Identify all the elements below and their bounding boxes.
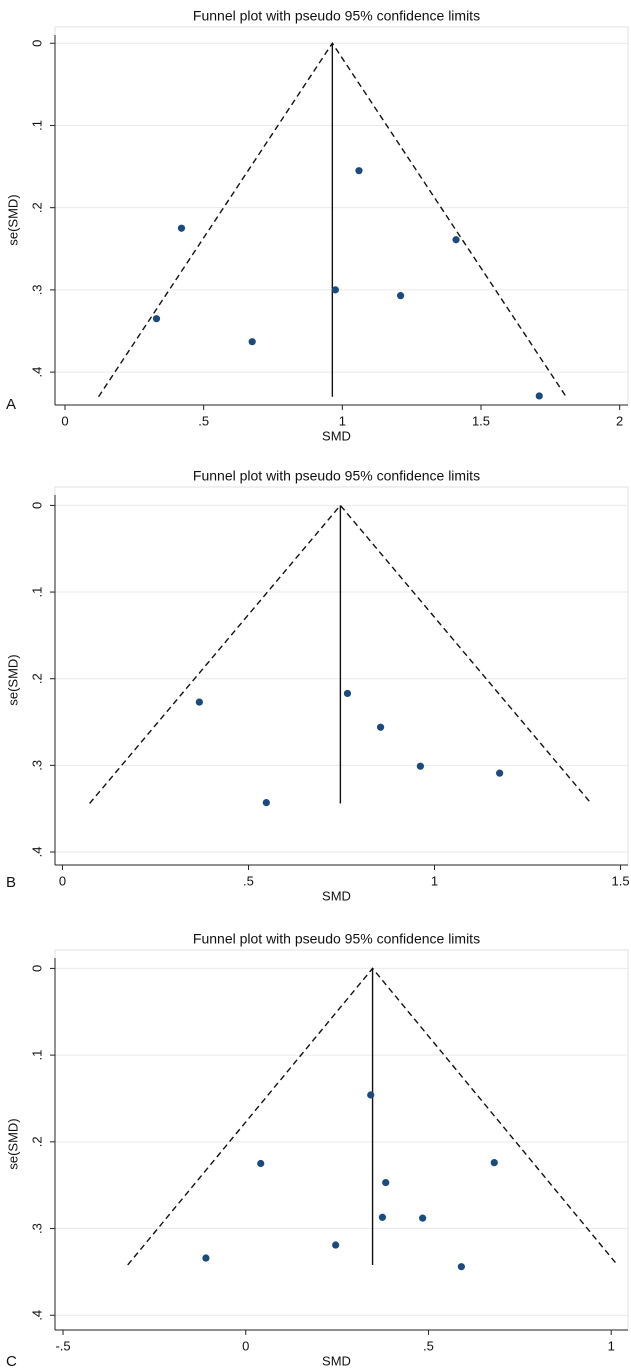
study-point <box>382 1178 390 1187</box>
y-tick-label: .4 <box>29 847 44 858</box>
x-tick-label: 1.5 <box>472 413 490 428</box>
panel-label: A <box>6 396 16 413</box>
y-tick-label: .3 <box>29 1223 44 1234</box>
study-point <box>378 1213 387 1221</box>
study-point <box>419 1214 427 1222</box>
chart-title: Funnel plot with pseudo 95% confidence l… <box>193 931 480 947</box>
x-tick-label: -.5 <box>55 1338 70 1353</box>
study-point <box>248 338 256 346</box>
study-point <box>332 1241 340 1249</box>
confidence-limit <box>97 41 567 398</box>
study-point <box>535 392 543 400</box>
x-tick-label: .5 <box>423 1338 434 1353</box>
y-axis-label: se(SMD) <box>5 194 20 245</box>
x-tick-label: 0 <box>59 873 66 888</box>
y-tick-label: .1 <box>29 587 44 598</box>
y-tick-label: .1 <box>29 1050 44 1061</box>
panel-label: C <box>6 1353 17 1370</box>
x-tick-label: 1.5 <box>612 873 630 888</box>
study-point <box>490 1159 498 1167</box>
study-point <box>367 1091 375 1099</box>
study-point <box>343 689 352 698</box>
chart-title: Funnel plot with pseudo 95% confidence l… <box>193 8 480 24</box>
study-point <box>452 236 460 244</box>
study-point <box>152 315 161 323</box>
x-axis-label: SMD <box>322 888 351 903</box>
x-axis-label: SMD <box>322 428 351 443</box>
study-point <box>257 1159 265 1168</box>
study-point <box>262 799 270 807</box>
panel-label: B <box>6 874 16 891</box>
y-tick-label: .3 <box>29 760 44 771</box>
study-point <box>416 762 424 770</box>
y-tick-label: .4 <box>29 1310 44 1321</box>
y-tick-label: .2 <box>29 202 44 213</box>
x-tick-label: 1 <box>431 873 438 888</box>
y-tick-label: .4 <box>29 367 44 378</box>
study-point <box>396 292 405 300</box>
y-tick-label: 0 <box>29 40 44 47</box>
chart-title: Funnel plot with pseudo 95% confidence l… <box>193 468 480 484</box>
plot-frame <box>54 26 629 406</box>
y-tick-label: 0 <box>29 965 44 972</box>
plot-frame <box>54 486 629 866</box>
y-tick-label: .2 <box>29 1136 44 1147</box>
study-point <box>355 167 363 175</box>
x-axis-label: SMD <box>322 1353 351 1368</box>
study-point <box>457 1263 465 1271</box>
y-tick-label: .1 <box>29 120 44 131</box>
study-point <box>496 769 504 777</box>
x-tick-label: 1 <box>339 413 346 428</box>
x-tick-label: 1 <box>608 1338 615 1353</box>
study-point <box>202 1254 210 1262</box>
x-tick-label: .5 <box>198 413 209 428</box>
x-tick-label: 0 <box>242 1338 249 1353</box>
y-tick-label: .3 <box>29 284 44 295</box>
x-tick-label: .5 <box>243 873 254 888</box>
study-point <box>376 723 385 731</box>
study-point <box>331 286 339 294</box>
y-tick-label: 0 <box>29 502 44 509</box>
study-point <box>177 224 186 232</box>
x-tick-label: 2 <box>616 413 623 428</box>
y-axis-label: se(SMD) <box>5 654 20 705</box>
study-point <box>195 698 203 706</box>
y-tick-label: .2 <box>29 673 44 684</box>
y-axis-label: se(SMD) <box>5 1118 20 1169</box>
x-tick-label: 0 <box>61 413 68 428</box>
